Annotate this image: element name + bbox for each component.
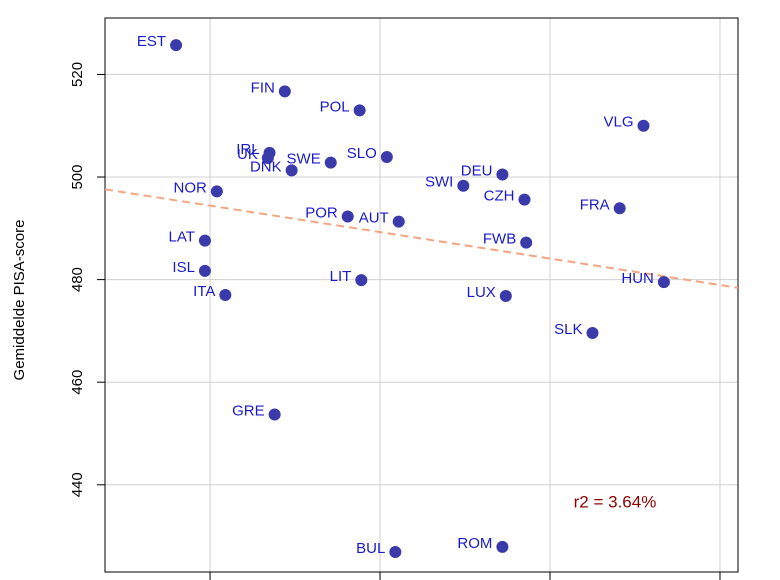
point-label: SLO [347,145,377,162]
y-tick-label: 460 [69,370,86,395]
point [219,289,232,301]
point [355,274,368,287]
point [496,168,509,181]
point-label: AUT [359,210,389,227]
point-label: FIN [251,79,275,96]
y-axis-label: Gemiddelde PISA-score [11,220,28,381]
point-label: FRA [580,196,610,213]
point [198,234,211,247]
point-label: SWE [287,151,321,168]
point [198,264,211,277]
point [353,104,366,117]
point [389,545,402,558]
point [520,236,533,249]
point-label: ITA [193,283,215,300]
point-label: BUL [356,540,385,557]
point [613,202,626,215]
point-label: LUX [467,284,496,301]
point [285,164,298,177]
point-label: UK [237,146,258,163]
point [261,152,274,165]
plot-frame [104,17,739,573]
point [324,156,337,169]
point [586,326,599,339]
point-label: HUN [621,270,654,287]
point [341,210,354,223]
point-label: SWI [425,174,453,191]
point-label: FWB [483,231,516,248]
trend-line [104,188,739,289]
point-label: LIT [330,268,352,285]
point-label: POR [305,204,338,221]
point [268,408,281,421]
point-label: DNK [250,158,282,175]
point [170,39,183,52]
point-label: DEU [461,162,493,179]
point [496,540,509,553]
annotation: r2 = 3.64% [574,492,657,511]
point [657,276,670,289]
point-label: VLG [603,114,633,131]
point-label: IRL [236,141,259,158]
point-label: POL [320,98,350,115]
point [518,193,531,206]
point [637,119,650,132]
y-tick-label: 440 [69,472,86,497]
point-label: ISL [172,259,195,276]
point-label: GRE [232,402,265,419]
point-label: EST [137,33,166,50]
point-label: LAT [169,229,195,246]
point [457,179,470,192]
point [392,215,405,228]
point [380,151,393,164]
y-tick-label: 480 [69,267,86,292]
y-tick-label: 520 [69,62,86,87]
point [210,185,223,198]
point-label: ROM [457,535,492,552]
point-label: CZH [484,188,515,205]
y-tick-label: 500 [69,165,86,190]
point [499,290,512,303]
point-label: NOR [174,179,208,196]
point [278,85,291,98]
point-label: SLK [554,321,582,338]
